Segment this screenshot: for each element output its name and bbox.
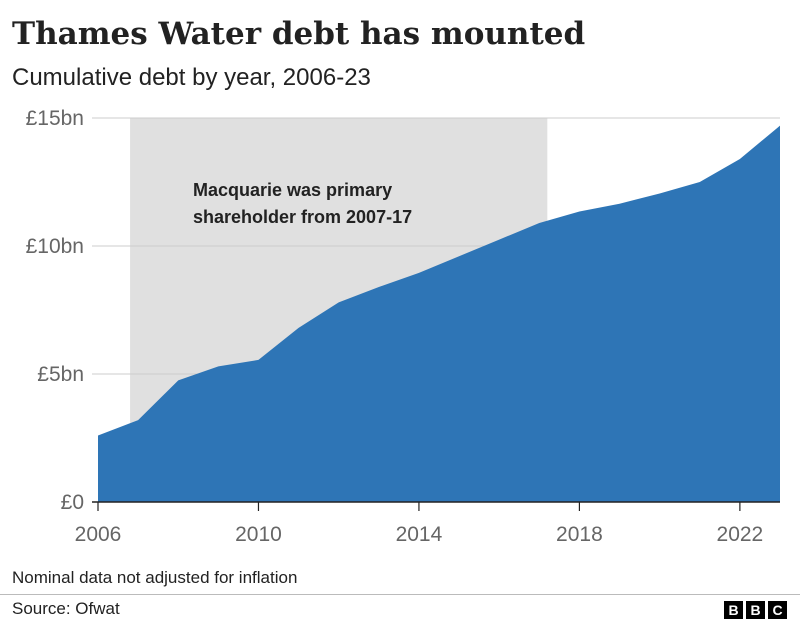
bbc-logo-letter: B: [724, 601, 743, 619]
data-point: [658, 192, 661, 195]
x-tick-label: 2022: [717, 523, 764, 546]
data-point: [698, 181, 701, 184]
data-point: [498, 238, 501, 241]
y-tick-label: £5bn: [37, 363, 84, 386]
y-tick-label: £0: [61, 491, 84, 514]
data-point: [779, 124, 782, 127]
chart-title: Thames Water debt has mounted: [12, 16, 586, 52]
bbc-logo: B B C: [724, 601, 787, 619]
inflation-note: Nominal data not adjusted for inflation: [12, 568, 298, 587]
data-point: [137, 419, 140, 422]
data-point: [538, 221, 541, 224]
y-tick-label: £10bn: [26, 235, 84, 258]
data-point: [257, 358, 260, 361]
data-point: [417, 271, 420, 274]
source-credit: Source: Ofwat: [12, 599, 120, 618]
band-annotation: Macquarie was primary: [193, 180, 392, 200]
bbc-logo-letter: B: [746, 601, 765, 619]
data-point: [618, 202, 621, 205]
x-tick-label: 2006: [75, 523, 122, 546]
data-point: [97, 434, 100, 437]
chart-subtitle: Cumulative debt by year, 2006-23: [12, 64, 371, 91]
data-point: [337, 301, 340, 304]
data-point: [217, 365, 220, 368]
debt-area: [98, 125, 780, 503]
band-annotation: shareholder from 2007-17: [193, 207, 412, 227]
x-tick-label: 2010: [235, 523, 282, 546]
data-point: [578, 210, 581, 213]
footer-divider: [0, 594, 800, 595]
data-point: [297, 326, 300, 329]
data-point: [177, 379, 180, 382]
x-tick-label: 2018: [556, 523, 603, 546]
data-point: [377, 285, 380, 288]
bbc-logo-letter: C: [768, 601, 787, 619]
debt-area-chart: Macquarie was primary shareholder from 20…: [26, 107, 782, 546]
x-tick-label: 2014: [396, 523, 443, 546]
data-point: [458, 255, 461, 258]
data-point: [738, 157, 741, 160]
y-tick-label: £15bn: [26, 107, 84, 130]
